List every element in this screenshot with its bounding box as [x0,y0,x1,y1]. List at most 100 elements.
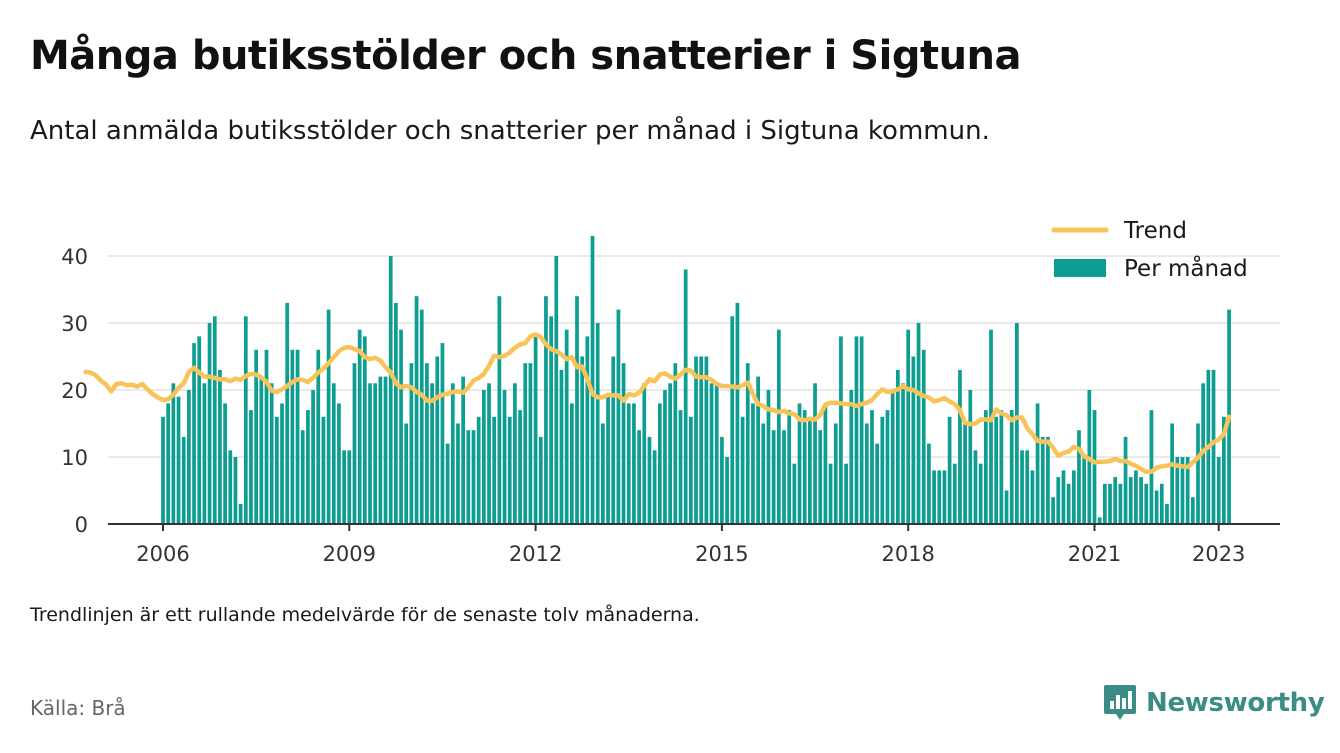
bar [502,390,507,524]
chart-title: Många butiksstölder och snatterier i Sig… [30,33,1022,79]
bar [347,450,352,524]
bar [776,329,781,524]
bar [580,356,585,524]
bar [958,369,962,524]
bar [331,383,336,524]
bar [373,383,378,524]
bar [642,383,647,524]
bar [673,363,678,524]
bar [481,390,486,524]
bar [678,410,683,524]
bar [388,256,393,524]
bar [181,436,186,524]
y-tick-label: 20 [61,379,88,403]
bar [197,336,202,524]
bar [575,296,579,524]
bar [295,349,300,524]
bar [756,376,760,524]
bar [476,416,481,524]
bar [911,356,916,524]
bar [704,356,709,524]
bar [425,363,429,524]
bar [947,416,952,524]
bar [202,383,207,524]
bar [544,296,548,524]
bar [383,376,388,524]
bar [1170,423,1174,524]
bar [813,383,817,524]
bar [1118,483,1123,524]
bar [937,470,942,524]
bar [409,363,414,524]
bar [1154,490,1159,524]
bar [818,430,823,524]
bar [932,470,936,524]
bar [854,336,859,524]
bar [895,369,900,524]
bar [1040,436,1045,524]
bar [973,450,978,524]
bar [787,410,792,524]
bar [927,443,931,524]
bar [1035,403,1040,524]
bar [890,390,895,524]
bar [1196,423,1200,524]
bar [1030,470,1035,524]
bar [187,390,191,524]
bar [601,423,605,524]
bar [978,463,983,524]
bar [207,323,212,524]
bar [1134,470,1138,524]
bar [859,336,864,524]
trend-series [83,332,1232,474]
bar [1051,497,1055,524]
bar [1061,470,1066,524]
bar [585,336,590,524]
bar [1097,517,1102,524]
bar [492,416,497,524]
legend-bar-swatch [1054,259,1106,277]
bar [218,369,222,524]
bar [1144,483,1149,524]
x-tick-label: 2006 [136,542,189,566]
bar [1092,410,1097,524]
bar [880,416,885,524]
bar [300,430,305,524]
bar [171,383,176,524]
bar [223,403,227,524]
bar [362,336,367,524]
y-tick-label: 30 [61,312,88,336]
bar [337,403,341,524]
trend-line [83,332,1232,474]
bar [632,403,636,524]
bar [233,457,238,524]
bar [1082,457,1087,524]
bar [839,336,843,524]
bar [637,430,641,524]
bar [994,416,999,524]
y-tick-label: 40 [61,245,88,269]
bar [916,323,921,524]
legend-trend-label: Trend [1123,218,1187,244]
bar [161,416,165,524]
source-credit: Källa: Brå [30,696,126,720]
bar [1185,457,1190,524]
newsworthy-logo[interactable]: Newsworthy [1103,683,1325,723]
bar [745,363,750,524]
bar [538,436,543,524]
bar [952,463,957,524]
bar [399,329,403,524]
bar [652,450,657,524]
bar [419,309,424,524]
bar [435,356,440,524]
bar [823,403,828,524]
bar [761,423,766,524]
x-axis-ticks: 2006 2009 2012 2015 2018 2021 2023 [136,524,1245,566]
bar [523,363,528,524]
bar [166,403,171,524]
bar [1108,483,1112,524]
bar [280,403,284,524]
bar [657,403,662,524]
bar [430,383,434,524]
bar [342,450,346,524]
